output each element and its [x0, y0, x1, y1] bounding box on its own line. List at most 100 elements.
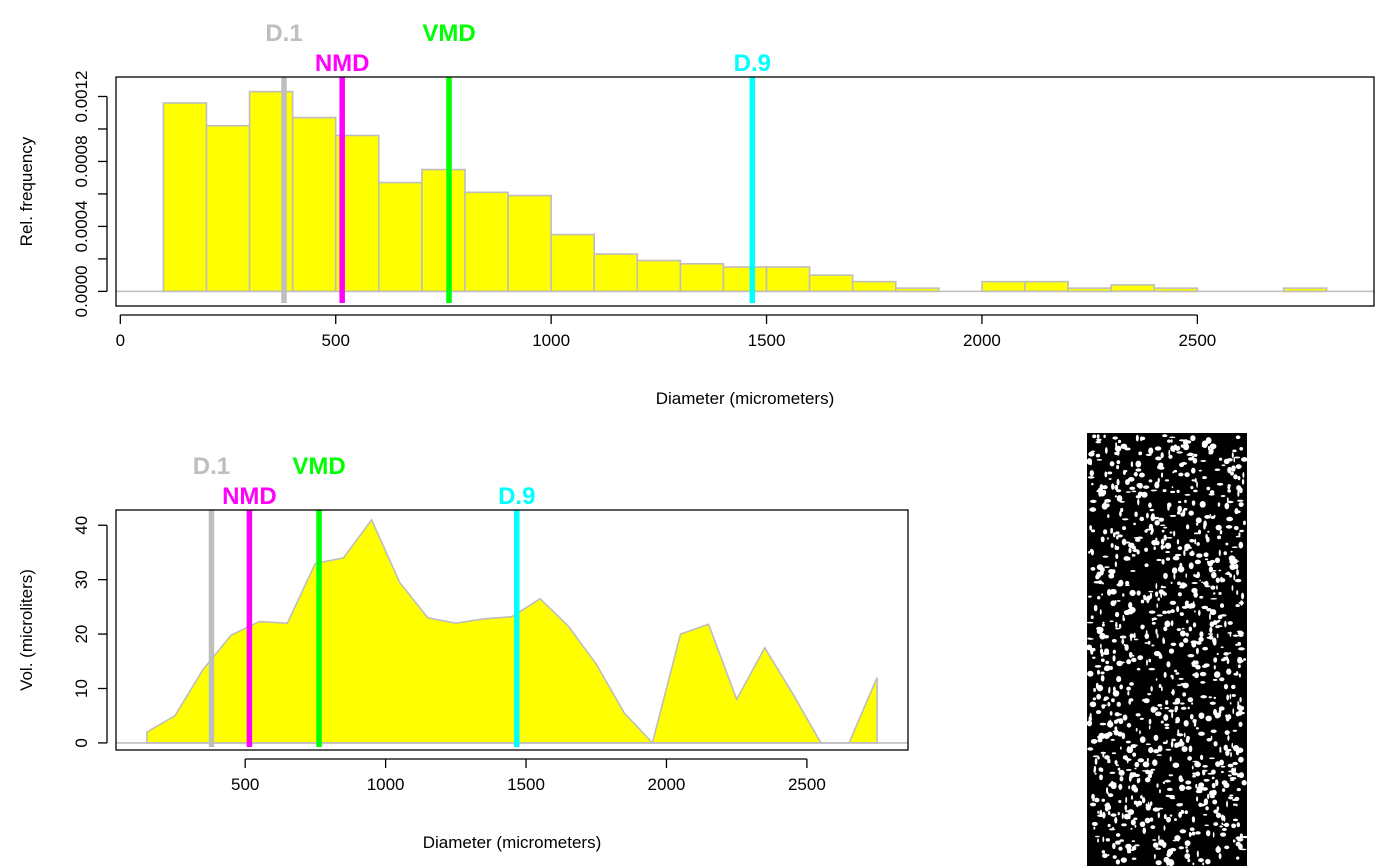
droplet-blob [1208, 566, 1214, 573]
droplet-blob [1119, 635, 1127, 639]
droplet-blob [1205, 858, 1211, 865]
droplet-blob [1184, 472, 1190, 478]
droplet-blob [1119, 839, 1124, 842]
droplet-blob [1156, 783, 1159, 788]
droplet-blob [1134, 844, 1140, 847]
droplet-blob [1160, 538, 1165, 545]
droplet-blob [1209, 490, 1215, 494]
droplet-blob [1095, 835, 1100, 838]
droplet-blob [1184, 493, 1191, 496]
droplet-blob [1195, 517, 1202, 524]
droplet-blob [1131, 490, 1137, 493]
y-tick-label: 20 [72, 625, 91, 644]
droplet-blob [1183, 732, 1186, 738]
droplet-blob [1133, 638, 1139, 641]
droplet-blob [1109, 719, 1112, 726]
droplet-blob [1093, 687, 1096, 693]
droplet-blob [1203, 523, 1206, 530]
droplet-blob [1198, 469, 1203, 472]
droplet-blob [1121, 638, 1125, 645]
droplet-blob [1097, 810, 1099, 814]
y-axis-title: Rel. frequency [17, 136, 36, 246]
droplet-blob [1207, 633, 1214, 635]
droplet-blob [1107, 514, 1110, 518]
droplet-blob [1170, 740, 1174, 748]
droplet-blob [1163, 671, 1167, 678]
droplet-blob [1120, 857, 1127, 863]
droplet-blob [1239, 659, 1244, 663]
droplet-blob [1195, 522, 1199, 526]
droplet-blob [1137, 758, 1145, 763]
droplet-blob [1180, 706, 1187, 710]
droplet-blob [1216, 806, 1220, 811]
droplet-blob [1143, 485, 1150, 489]
droplet-blob [1129, 486, 1136, 490]
droplet-blob [1089, 802, 1097, 807]
droplet-blob [1171, 738, 1176, 742]
droplet-blob [1119, 500, 1125, 503]
droplet-blob [1089, 499, 1097, 503]
droplet-blob [1102, 836, 1105, 843]
droplet-blob [1184, 810, 1189, 815]
droplet-blob [1178, 775, 1183, 782]
droplet-blob [1243, 658, 1247, 661]
droplet-blob [1236, 499, 1244, 502]
droplet-blob [1200, 459, 1207, 462]
droplet-blob [1089, 701, 1097, 708]
droplet-blob [1184, 543, 1191, 550]
droplet-blob [1220, 603, 1225, 608]
droplet-blob [1149, 592, 1153, 599]
droplet-blob [1239, 833, 1243, 839]
droplet-blob [1191, 831, 1196, 836]
droplet-blob [1203, 798, 1209, 806]
droplet-blob [1236, 773, 1241, 778]
droplet-blob [1196, 553, 1203, 558]
droplet-blob [1111, 752, 1117, 755]
droplet-image-panel [1086, 433, 1248, 866]
droplet-blob [1231, 585, 1234, 591]
droplet-blob [1144, 563, 1149, 568]
droplet-blob [1199, 501, 1206, 508]
droplet-blob [1155, 678, 1158, 681]
droplet-blob [1088, 451, 1095, 457]
droplet-blob [1187, 858, 1191, 863]
droplet-blob [1184, 499, 1187, 504]
x-tick-label: 1000 [367, 775, 405, 794]
droplet-blob [1101, 593, 1104, 596]
droplet-blob [1223, 782, 1230, 789]
droplet-blob [1134, 824, 1137, 828]
droplet-blob [1131, 553, 1136, 557]
droplet-blob [1223, 458, 1230, 465]
droplet-blob [1094, 797, 1100, 803]
droplet-blob [1233, 672, 1239, 676]
droplet-blob [1225, 656, 1229, 661]
droplet-blob [1114, 600, 1117, 604]
droplet-blob [1236, 788, 1241, 792]
droplet-blob [1198, 712, 1205, 719]
droplet-blob [1129, 772, 1134, 779]
droplet-blob [1114, 726, 1118, 731]
droplet-blob [1166, 661, 1171, 668]
x-tick-label: 2000 [963, 331, 1001, 350]
droplet-blob [1107, 804, 1112, 810]
droplet-blob [1185, 738, 1190, 743]
droplet-blobs [1086, 434, 1248, 866]
droplet-blob [1234, 563, 1239, 570]
droplet-blob [1238, 532, 1241, 537]
droplet-blob [1229, 701, 1232, 705]
droplet-blob [1121, 823, 1127, 827]
droplet-blob [1189, 832, 1193, 836]
droplet-blob [1205, 830, 1211, 837]
droplet-blob [1159, 789, 1162, 794]
droplet-blob [1240, 457, 1248, 462]
droplet-blob [1130, 461, 1134, 468]
x-tick-label: 0 [116, 331, 125, 350]
droplet-blob [1126, 846, 1132, 853]
histogram-bar [1110, 284, 1156, 293]
droplet-blob [1213, 696, 1217, 700]
droplet-blob [1210, 598, 1218, 600]
droplet-blob [1165, 700, 1169, 705]
droplet-blob [1238, 709, 1243, 716]
droplet-blob [1087, 476, 1095, 479]
histogram-bar [291, 116, 337, 293]
